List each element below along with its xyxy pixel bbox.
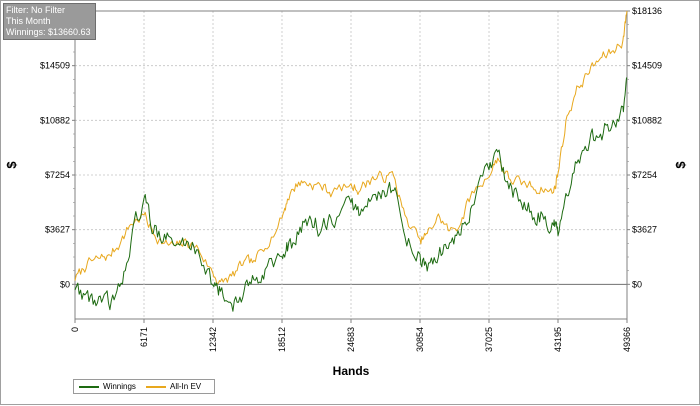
x-tick-label: 12342 xyxy=(208,327,218,352)
y-tick-label-left: $7254 xyxy=(45,170,70,180)
legend-swatch-winnings xyxy=(79,386,99,388)
y-tick-label-right: $7254 xyxy=(632,170,657,180)
y-tick-label-right: $0 xyxy=(632,279,642,289)
axis-layer xyxy=(72,10,630,323)
y-tick-label-left: $0 xyxy=(60,279,70,289)
legend-label-winnings: Winnings xyxy=(103,382,136,391)
series-line-all-in-ev xyxy=(74,10,628,284)
y-tick-label-left: $14509 xyxy=(40,61,70,71)
x-axis-title: Hands xyxy=(333,364,370,378)
y-tick-label-left: $3627 xyxy=(45,225,70,235)
y-tick-label-right: $14509 xyxy=(632,61,662,71)
winnings-text: Winnings: $13660.63 xyxy=(6,27,91,37)
info-box: Filter: No Filter This Month Winnings: $… xyxy=(3,3,96,40)
x-tick-label: 30854 xyxy=(415,327,425,352)
label-layer: $0 $0 $3627 $3627 $7254 $7254 $10882 $10882 $145… xyxy=(4,6,688,378)
series-line-winnings xyxy=(74,77,628,312)
x-tick-label: 37025 xyxy=(484,327,494,352)
y-tick-label-left: $10882 xyxy=(40,115,70,125)
x-tick-label: 24683 xyxy=(346,327,356,352)
x-tick-label: 18512 xyxy=(277,327,287,352)
y-tick-label-right: $10882 xyxy=(632,115,662,125)
x-tick-label: 0 xyxy=(70,327,80,332)
legend-swatch-allin-ev xyxy=(146,386,166,388)
y-tick-label-right: $3627 xyxy=(632,225,657,235)
y-tick-label-right: $18136 xyxy=(632,6,662,16)
y-axis-title-left: $ xyxy=(4,161,19,169)
legend-label-allin-ev: All-In EV xyxy=(170,382,202,391)
chart-legend: Winnings All-In EV xyxy=(73,379,215,394)
x-tick-label: 49366 xyxy=(622,327,632,352)
x-tick-label: 6171 xyxy=(139,327,149,347)
series-layer xyxy=(74,10,628,312)
grid-layer xyxy=(74,10,628,319)
y-axis-title-right: $ xyxy=(673,161,688,169)
filter-text: Filter: No Filter xyxy=(6,5,66,15)
period-text: This Month xyxy=(6,16,51,26)
x-tick-label: 43195 xyxy=(553,327,563,352)
